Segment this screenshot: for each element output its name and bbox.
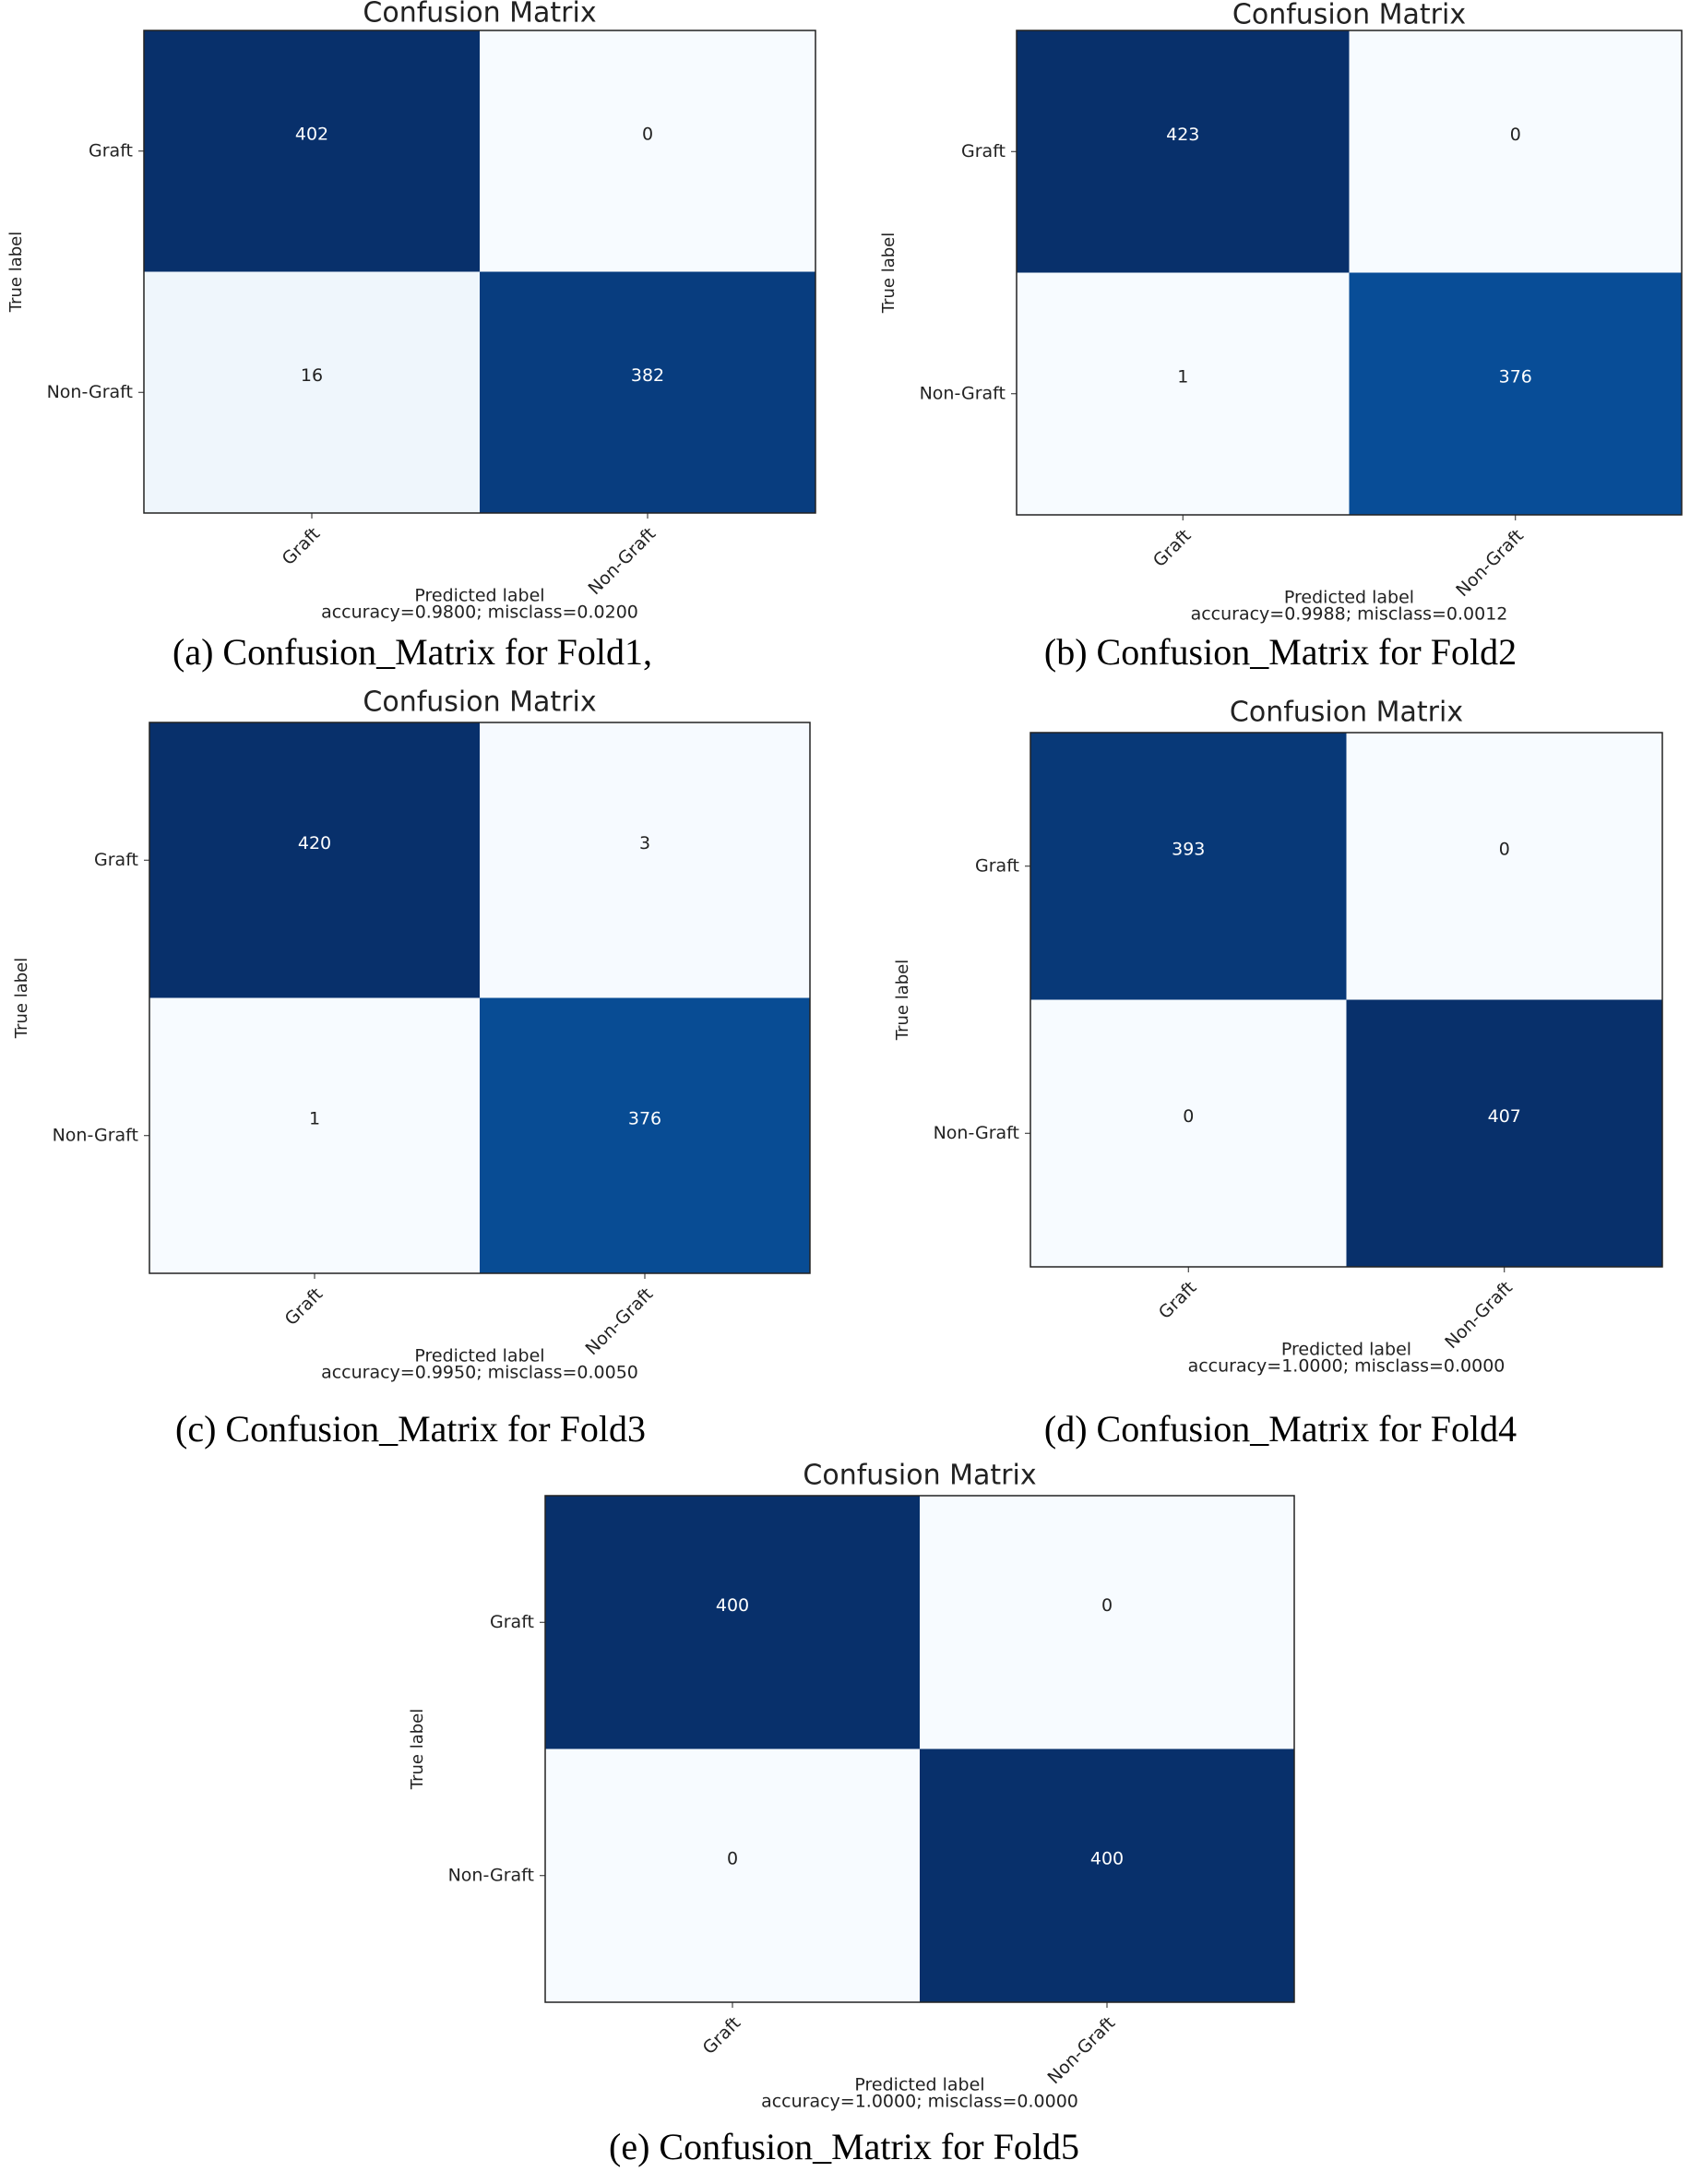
x-axis-label: Predicted label bbox=[1284, 588, 1414, 608]
plot-frame bbox=[1016, 30, 1683, 516]
cell-label: 407 bbox=[1488, 1106, 1521, 1127]
cell-label: 16 bbox=[301, 365, 323, 386]
x-tick-label: Graft bbox=[281, 1284, 327, 1330]
x-axis-label: Predicted label bbox=[1281, 1340, 1411, 1360]
y-axis-label: True label bbox=[6, 232, 26, 314]
cell-label: 376 bbox=[1499, 366, 1532, 387]
metrics-note: accuracy=0.9988; misclass=0.0012 bbox=[1191, 604, 1508, 625]
cell bbox=[480, 722, 810, 998]
cell bbox=[545, 1748, 920, 2002]
cell-label: 0 bbox=[642, 124, 653, 144]
chart-title: Confusion Matrix bbox=[363, 686, 596, 719]
x-tick-label: Non-Graft bbox=[1452, 526, 1528, 602]
cell bbox=[545, 1496, 920, 1749]
x-axis-label: Predicted label bbox=[414, 586, 544, 606]
cell-label: 400 bbox=[716, 1595, 749, 1616]
cell bbox=[144, 271, 480, 513]
cell bbox=[920, 1748, 1294, 2002]
cell bbox=[1030, 733, 1347, 1000]
cell-label: 393 bbox=[1172, 839, 1205, 859]
caption: (b) Confusion_Matrix for Fold2 bbox=[1044, 631, 1517, 673]
cell-label: 423 bbox=[1166, 125, 1199, 145]
x-tick-label: Non-Graft bbox=[1441, 1278, 1517, 1354]
x-tick-label: Graft bbox=[1155, 1278, 1200, 1323]
cell bbox=[1346, 733, 1662, 1000]
chart-title: Confusion Matrix bbox=[363, 0, 596, 30]
plot-frame bbox=[143, 30, 816, 514]
y-axis-label: True label bbox=[879, 233, 899, 315]
cell-label: 0 bbox=[727, 1848, 738, 1868]
cell bbox=[1017, 272, 1350, 515]
x-tick-label: Non-Graft bbox=[585, 524, 661, 600]
cell bbox=[920, 1496, 1294, 1749]
cell-label: 0 bbox=[1101, 1595, 1113, 1616]
cell-label: 382 bbox=[631, 365, 664, 386]
metrics-note: accuracy=1.0000; misclass=0.0000 bbox=[761, 2092, 1078, 2112]
cell bbox=[480, 271, 815, 513]
cell-label: 420 bbox=[298, 833, 331, 853]
cell bbox=[480, 30, 815, 272]
caption: (e) Confusion_Matrix for Fold5 bbox=[609, 2126, 1079, 2167]
y-tick-label: Non-Graft bbox=[934, 1123, 1019, 1143]
metrics-note: accuracy=0.9950; misclass=0.0050 bbox=[321, 1363, 638, 1383]
x-tick-label: Graft bbox=[699, 2013, 744, 2059]
cell-label: 0 bbox=[1499, 839, 1510, 859]
cell bbox=[1349, 272, 1682, 515]
cell bbox=[1030, 999, 1347, 1267]
cell-label: 1 bbox=[1177, 366, 1188, 387]
x-tick-label: Non-Graft bbox=[1044, 2013, 1120, 2089]
cell bbox=[480, 997, 810, 1273]
x-tick-label: Graft bbox=[279, 524, 324, 569]
caption: (d) Confusion_Matrix for Fold4 bbox=[1044, 1408, 1517, 1450]
cell-label: 1 bbox=[309, 1108, 320, 1128]
cell bbox=[149, 997, 480, 1273]
cell-label: 376 bbox=[628, 1108, 661, 1128]
y-axis-label: True label bbox=[408, 1709, 427, 1791]
chart-title: Confusion Matrix bbox=[803, 1460, 1036, 1492]
chart-title: Confusion Matrix bbox=[1230, 697, 1463, 729]
y-tick-label: Graft bbox=[94, 850, 138, 870]
caption: (a) Confusion_Matrix for Fold1, bbox=[173, 631, 652, 673]
plot-frame bbox=[149, 722, 811, 1274]
chart-title: Confusion Matrix bbox=[1232, 0, 1466, 31]
y-tick-label: Graft bbox=[961, 141, 1006, 161]
y-tick-label: Graft bbox=[490, 1612, 534, 1632]
cell-label: 402 bbox=[295, 124, 328, 144]
cell bbox=[1346, 999, 1662, 1267]
plot-frame bbox=[1029, 732, 1663, 1268]
cell bbox=[144, 30, 480, 272]
x-tick-label: Graft bbox=[1149, 526, 1195, 571]
plot-frame bbox=[544, 1495, 1295, 2003]
cell bbox=[1017, 30, 1350, 273]
x-tick-label: Non-Graft bbox=[582, 1284, 658, 1360]
y-tick-label: Non-Graft bbox=[47, 382, 133, 402]
cell bbox=[1349, 30, 1682, 273]
y-tick-label: Non-Graft bbox=[53, 1125, 138, 1145]
x-axis-label: Predicted label bbox=[414, 1346, 544, 1366]
y-tick-label: Graft bbox=[89, 140, 133, 161]
metrics-note: accuracy=1.0000; misclass=0.0000 bbox=[1188, 1356, 1506, 1377]
cell bbox=[149, 722, 480, 998]
caption: (c) Confusion_Matrix for Fold3 bbox=[175, 1408, 646, 1450]
cell-label: 400 bbox=[1090, 1848, 1124, 1868]
metrics-note: accuracy=0.9800; misclass=0.0200 bbox=[321, 603, 638, 623]
y-tick-label: Non-Graft bbox=[448, 1865, 534, 1885]
y-tick-label: Graft bbox=[975, 855, 1019, 876]
y-tick-label: Non-Graft bbox=[920, 383, 1006, 403]
cell-label: 3 bbox=[639, 833, 650, 853]
y-axis-label: True label bbox=[893, 960, 912, 1042]
y-axis-label: True label bbox=[12, 958, 31, 1040]
cell-label: 0 bbox=[1183, 1106, 1194, 1127]
x-axis-label: Predicted label bbox=[854, 2075, 984, 2095]
cell-label: 0 bbox=[1510, 125, 1521, 145]
